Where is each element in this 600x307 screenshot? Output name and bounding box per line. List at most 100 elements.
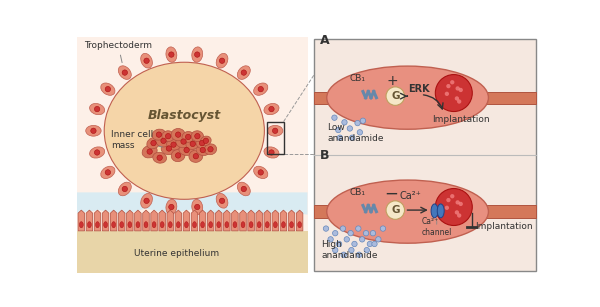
Ellipse shape bbox=[160, 222, 164, 228]
Text: Ca²⁺
channel: Ca²⁺ channel bbox=[421, 217, 452, 237]
Circle shape bbox=[122, 70, 127, 75]
Ellipse shape bbox=[142, 145, 157, 158]
Circle shape bbox=[175, 153, 181, 158]
Circle shape bbox=[241, 70, 247, 75]
Text: CB₁: CB₁ bbox=[349, 188, 365, 197]
Polygon shape bbox=[127, 210, 133, 231]
Ellipse shape bbox=[225, 222, 229, 228]
Ellipse shape bbox=[179, 145, 194, 155]
Ellipse shape bbox=[200, 222, 205, 228]
Polygon shape bbox=[151, 210, 157, 231]
Ellipse shape bbox=[141, 193, 152, 208]
Text: Inner cell
mass: Inner cell mass bbox=[111, 130, 163, 150]
Circle shape bbox=[166, 146, 172, 151]
Circle shape bbox=[332, 115, 337, 120]
Ellipse shape bbox=[264, 103, 279, 115]
Circle shape bbox=[364, 231, 369, 236]
Ellipse shape bbox=[153, 152, 167, 163]
Ellipse shape bbox=[104, 62, 265, 199]
Circle shape bbox=[341, 252, 346, 258]
Ellipse shape bbox=[274, 222, 277, 228]
Circle shape bbox=[184, 147, 190, 153]
Ellipse shape bbox=[118, 66, 131, 80]
Polygon shape bbox=[86, 210, 92, 231]
Ellipse shape bbox=[217, 222, 221, 228]
Circle shape bbox=[455, 86, 460, 91]
Text: Low
anandamide: Low anandamide bbox=[328, 123, 384, 143]
Ellipse shape bbox=[101, 83, 115, 95]
Circle shape bbox=[357, 130, 362, 135]
Ellipse shape bbox=[191, 131, 203, 142]
Circle shape bbox=[455, 210, 459, 215]
Circle shape bbox=[344, 237, 349, 242]
Circle shape bbox=[386, 87, 404, 105]
Ellipse shape bbox=[257, 222, 261, 228]
Circle shape bbox=[386, 201, 404, 219]
Circle shape bbox=[144, 58, 149, 64]
Circle shape bbox=[458, 202, 463, 206]
Circle shape bbox=[91, 128, 96, 134]
Ellipse shape bbox=[176, 135, 191, 148]
Ellipse shape bbox=[79, 222, 83, 228]
Text: Implantation: Implantation bbox=[475, 222, 533, 231]
Ellipse shape bbox=[189, 150, 203, 162]
Ellipse shape bbox=[193, 222, 196, 228]
Ellipse shape bbox=[171, 149, 185, 161]
Polygon shape bbox=[143, 210, 149, 231]
Polygon shape bbox=[224, 210, 230, 231]
Ellipse shape bbox=[249, 222, 253, 228]
Text: Uterine epithelium: Uterine epithelium bbox=[134, 250, 219, 258]
Ellipse shape bbox=[147, 138, 160, 149]
Circle shape bbox=[360, 118, 365, 123]
Polygon shape bbox=[272, 210, 278, 231]
Ellipse shape bbox=[298, 222, 302, 228]
Ellipse shape bbox=[281, 222, 286, 228]
Ellipse shape bbox=[327, 180, 488, 243]
Circle shape bbox=[241, 186, 247, 192]
Ellipse shape bbox=[268, 125, 283, 136]
Ellipse shape bbox=[144, 222, 148, 228]
FancyBboxPatch shape bbox=[77, 37, 308, 273]
Ellipse shape bbox=[238, 66, 250, 80]
Circle shape bbox=[445, 206, 449, 210]
Ellipse shape bbox=[216, 53, 228, 68]
FancyBboxPatch shape bbox=[314, 39, 536, 271]
Circle shape bbox=[328, 237, 333, 242]
Ellipse shape bbox=[152, 129, 166, 140]
Circle shape bbox=[200, 147, 205, 153]
Text: B: B bbox=[320, 149, 329, 162]
Text: ERK: ERK bbox=[409, 84, 430, 94]
Circle shape bbox=[359, 237, 365, 242]
Circle shape bbox=[272, 128, 278, 134]
Ellipse shape bbox=[254, 166, 268, 179]
Text: Implantation: Implantation bbox=[432, 115, 490, 124]
Ellipse shape bbox=[86, 125, 101, 136]
Circle shape bbox=[169, 204, 174, 210]
Ellipse shape bbox=[112, 222, 116, 228]
Circle shape bbox=[446, 84, 451, 88]
Ellipse shape bbox=[196, 145, 209, 156]
FancyBboxPatch shape bbox=[480, 91, 536, 104]
Ellipse shape bbox=[192, 47, 203, 62]
Ellipse shape bbox=[89, 103, 104, 115]
Polygon shape bbox=[199, 210, 206, 231]
Polygon shape bbox=[232, 210, 238, 231]
Circle shape bbox=[161, 138, 166, 143]
Circle shape bbox=[455, 200, 460, 204]
Circle shape bbox=[376, 237, 381, 242]
Polygon shape bbox=[77, 192, 308, 216]
Circle shape bbox=[450, 194, 454, 198]
Ellipse shape bbox=[104, 222, 107, 228]
Text: Trophectoderm: Trophectoderm bbox=[84, 41, 152, 63]
Polygon shape bbox=[175, 210, 182, 231]
Circle shape bbox=[144, 198, 149, 204]
Text: +: + bbox=[386, 74, 398, 87]
Polygon shape bbox=[94, 210, 101, 231]
Ellipse shape bbox=[241, 222, 245, 228]
Circle shape bbox=[337, 135, 343, 140]
Ellipse shape bbox=[327, 66, 488, 129]
Polygon shape bbox=[280, 210, 287, 231]
Text: G: G bbox=[391, 205, 400, 215]
Circle shape bbox=[457, 213, 461, 218]
Circle shape bbox=[208, 146, 213, 152]
